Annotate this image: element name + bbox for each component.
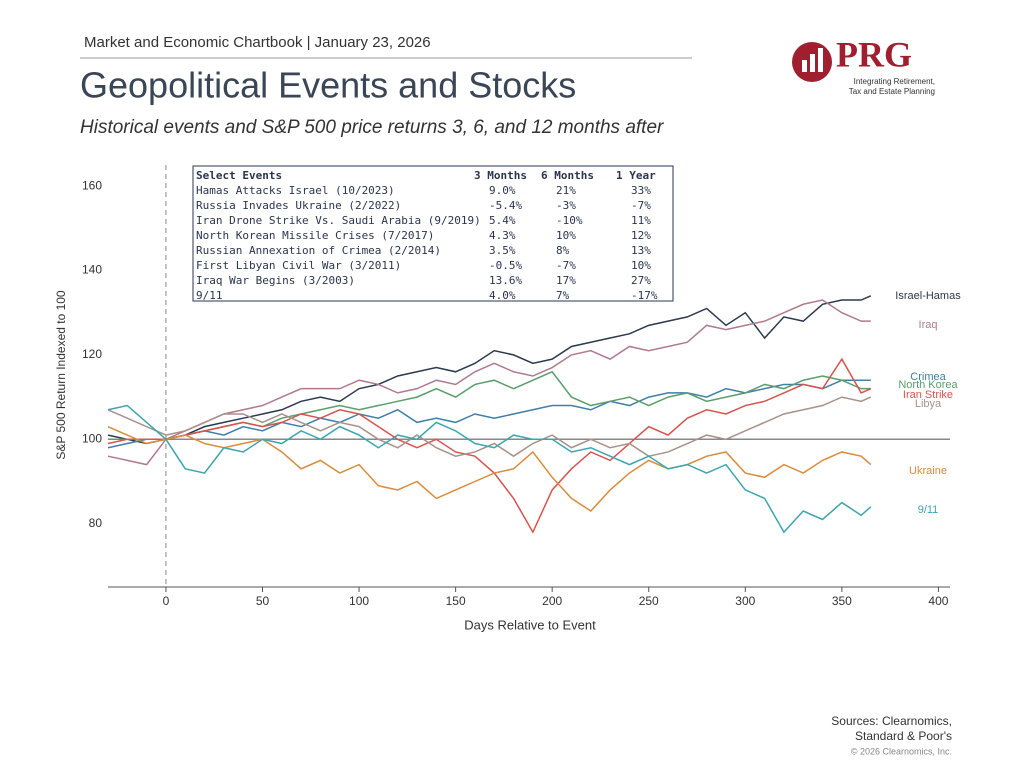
x-tick-label: 50 (256, 594, 270, 608)
series-line (107, 379, 871, 449)
events-table: Select Events 3 Months 6 Months 1 Year Hamas… (192, 165, 674, 302)
table-cell: 11% (631, 214, 651, 227)
series-label: Libya (915, 398, 942, 410)
series-line (107, 299, 871, 466)
table-cell: -3% (556, 199, 576, 212)
series-label: Iraq (919, 319, 938, 331)
y-tick-label: 160 (82, 178, 102, 192)
logo-bar (802, 60, 807, 72)
y-tick-label: 80 (89, 516, 103, 530)
series-label: Crimea (910, 371, 946, 383)
table-cell: 12% (631, 229, 651, 242)
x-tick-label: 0 (163, 594, 170, 608)
subtitle: Historical events and S&P 500 price retu… (80, 117, 664, 138)
table-cell: -17% (631, 289, 658, 302)
chartbook-label: Market and Economic Chartbook | January … (84, 34, 431, 51)
table-box (192, 165, 674, 302)
table-cell: Hamas Attacks Israel (10/2023) (196, 184, 395, 197)
logo-tagline: Tax and Estate Planning (849, 87, 935, 96)
table-cell: -7% (556, 259, 576, 272)
table-cell: 4.0% (489, 289, 516, 302)
series-line (107, 404, 872, 534)
x-tick-label: 300 (735, 594, 755, 608)
table-cell: 17% (556, 274, 576, 287)
series-label: North Korea (898, 379, 958, 391)
table-cell: Iraq War Begins (3/2003) (196, 274, 355, 287)
table-cell: 33% (631, 184, 651, 197)
table-cell: -7% (631, 199, 651, 212)
table-cell: 10% (631, 259, 651, 272)
table-cell: North Korean Missile Crises (7/2017) (196, 229, 434, 242)
table-cell: 4.3% (489, 229, 516, 242)
table-cell: -5.4% (489, 199, 522, 212)
sources: Standard & Poor's (855, 729, 952, 743)
logo-bar (810, 54, 815, 72)
series-label: Iran Strike (903, 389, 953, 401)
series-label: Ukraine (909, 465, 947, 477)
series-line (107, 295, 872, 445)
table-cell: 5.4% (489, 214, 516, 227)
table-cell: 7% (556, 289, 570, 302)
logo: PRG Integrating Retirement, Tax and Esta… (792, 34, 935, 96)
table-cell: 10% (556, 229, 576, 242)
x-tick-label: 150 (446, 594, 466, 608)
y-tick-label: 120 (82, 347, 102, 361)
series-label: 9/11 (918, 504, 939, 516)
logo-bar (818, 48, 823, 72)
table-cell: Iran Drone Strike Vs. Saudi Arabia (9/20… (196, 214, 481, 227)
table-cell: First Libyan Civil War (3/2011) (196, 259, 401, 272)
table-cell: 3.5% (489, 244, 516, 257)
x-tick-label: 250 (639, 594, 659, 608)
table-cell: 13% (631, 244, 651, 257)
table-cell: -0.5% (489, 259, 522, 272)
x-axis-label: Days Relative to Event (464, 617, 596, 632)
logo-name: PRG (836, 34, 912, 74)
title: Geopolitical Events and Stocks (80, 65, 576, 106)
y-axis-label: S&P 500 Return Indexed to 100 (54, 290, 68, 460)
y-tick-label: 100 (82, 431, 102, 445)
table-header: Select Events (196, 169, 282, 182)
copyright: © 2026 Clearnomics, Inc. (851, 746, 952, 756)
x-tick-label: 100 (349, 594, 369, 608)
sources: Sources: Clearnomics, (831, 714, 952, 728)
table-cell: Russian Annexation of Crimea (2/2014) (196, 244, 441, 257)
series-line (107, 425, 872, 513)
table-header: 6 Months (541, 169, 594, 182)
table-cell: 27% (631, 274, 651, 287)
x-tick-label: 400 (928, 594, 948, 608)
table-cell: 9/11 (196, 289, 223, 302)
series-label: Israel-Hamas (895, 290, 961, 302)
table-header: 3 Months (474, 169, 527, 182)
table-cell: 8% (556, 244, 570, 257)
table-cell: 21% (556, 184, 576, 197)
table-cell: 13.6% (489, 274, 522, 287)
y-tick-label: 140 (82, 263, 102, 277)
table-cell: 9.0% (489, 184, 516, 197)
series-line (108, 370, 871, 441)
table-cell: Russia Invades Ukraine (2/2022) (196, 199, 401, 212)
x-tick-label: 200 (542, 594, 562, 608)
x-tick-label: 350 (832, 594, 852, 608)
table-header: 1 Year (616, 169, 656, 182)
series-line (107, 396, 872, 458)
logo-tagline: Integrating Retirement, (854, 77, 935, 86)
table-cell: -10% (556, 214, 583, 227)
